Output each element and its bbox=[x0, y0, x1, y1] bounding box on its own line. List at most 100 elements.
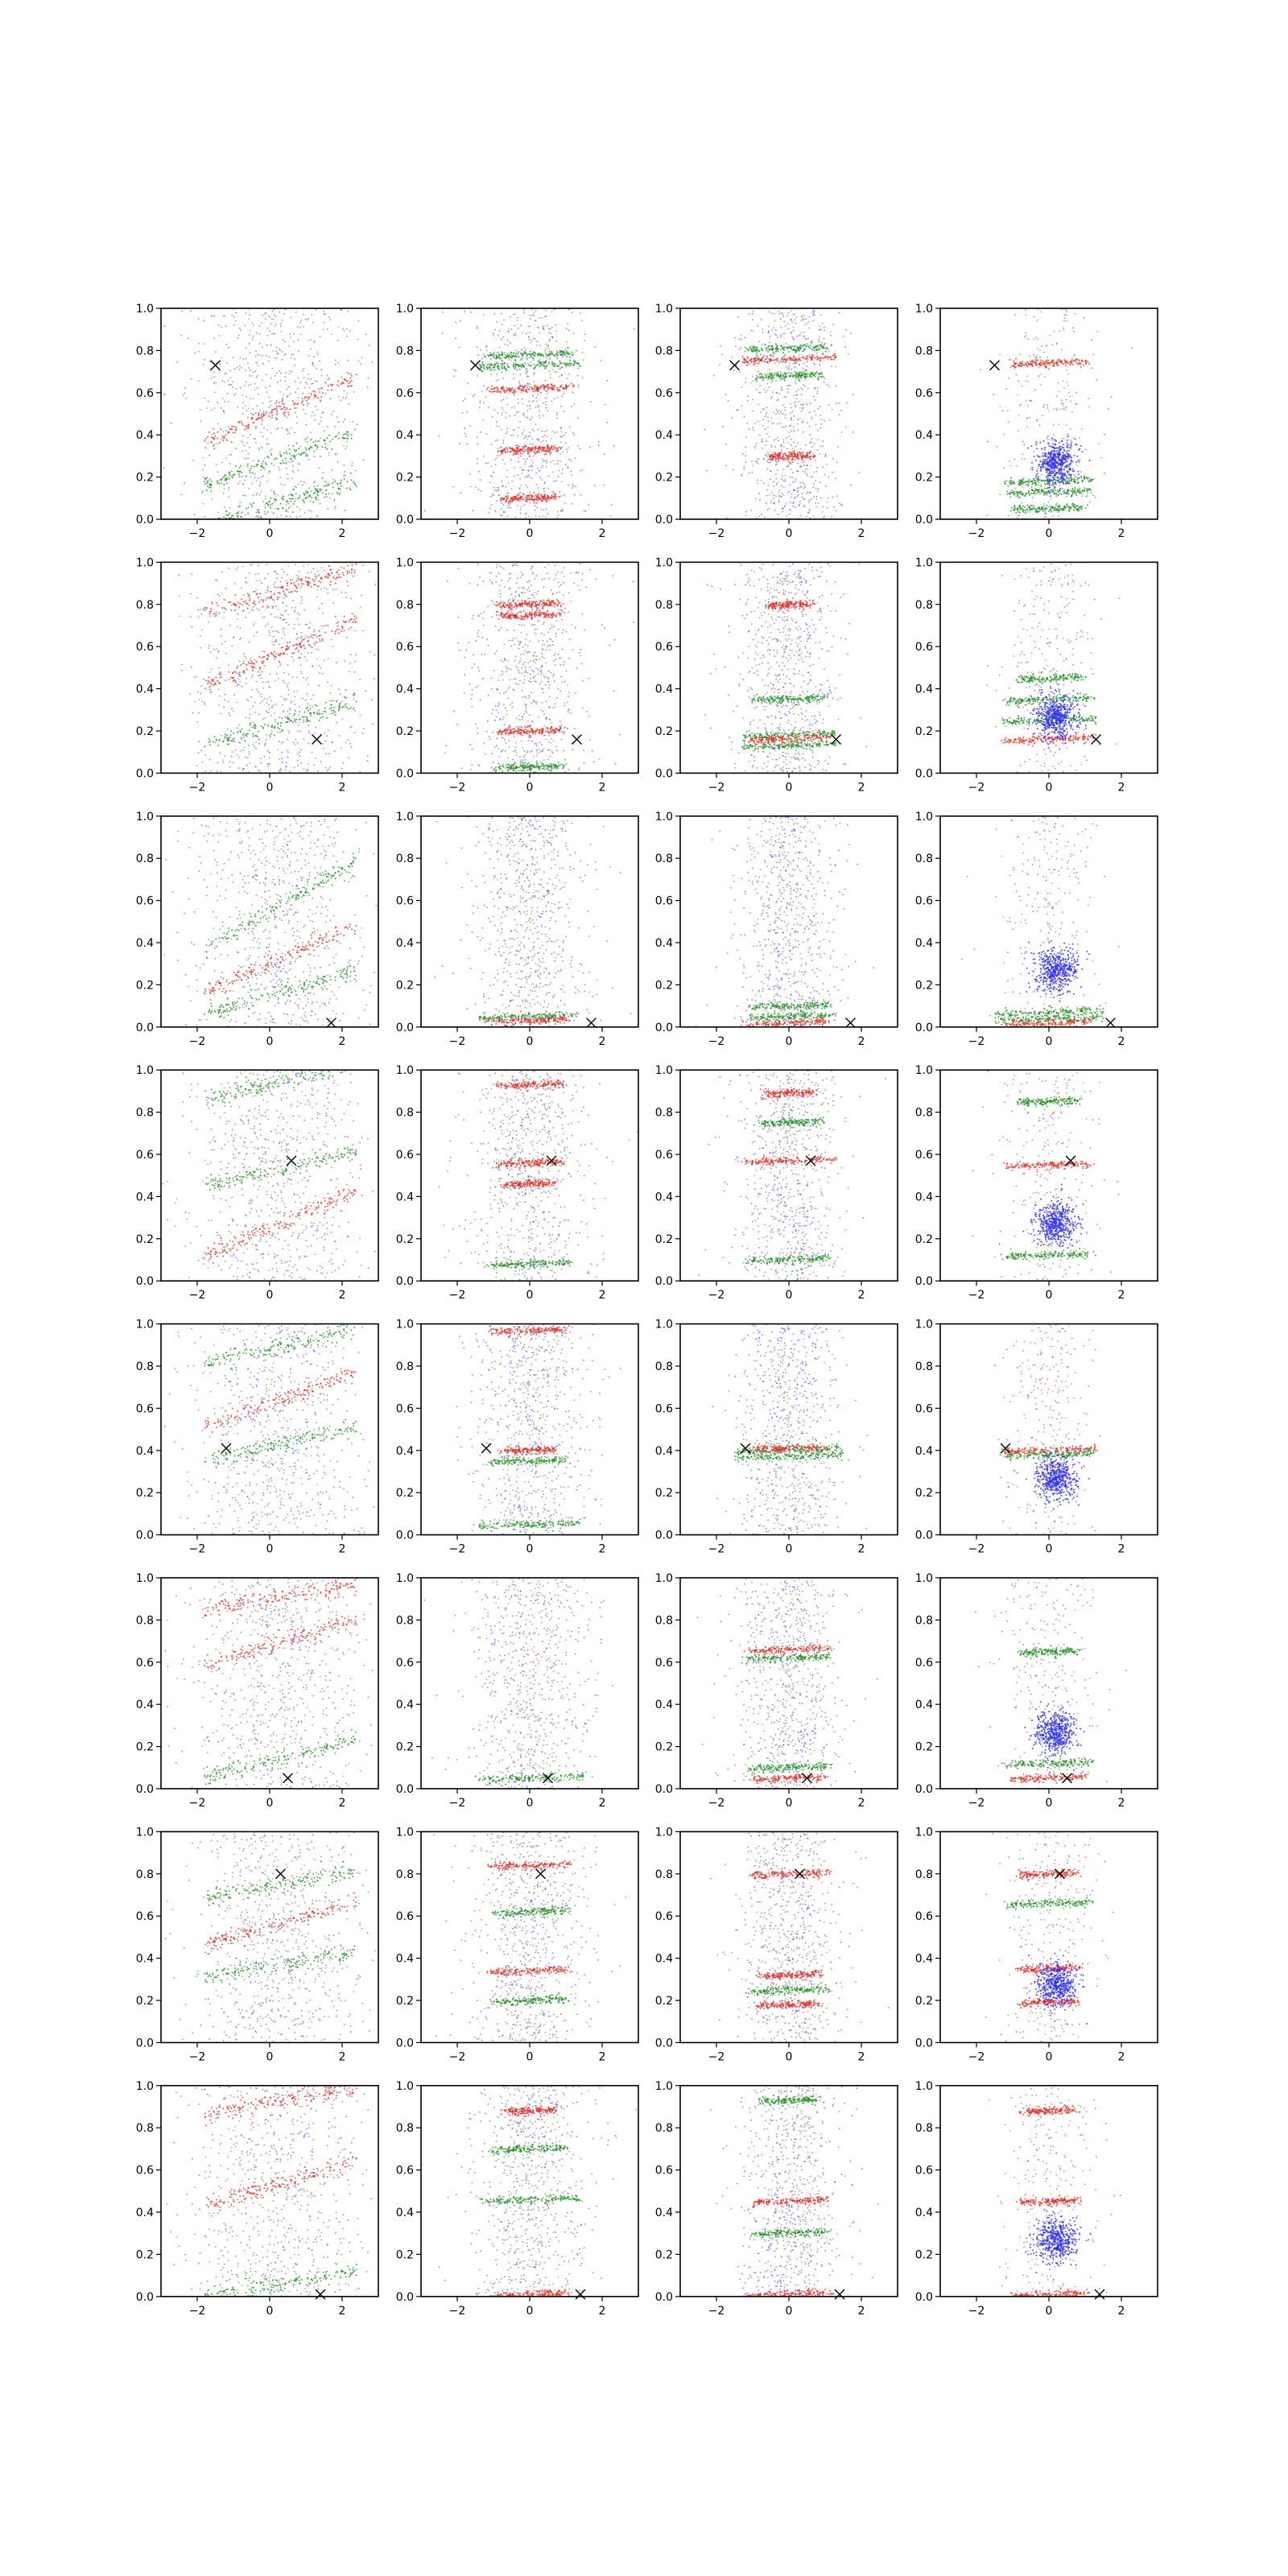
point-blue bbox=[839, 502, 840, 505]
point-blue bbox=[221, 438, 223, 440]
point-green bbox=[283, 462, 285, 464]
point-scatter bbox=[264, 504, 266, 506]
point-green bbox=[547, 355, 549, 357]
point-green bbox=[539, 361, 541, 364]
point-blue bbox=[737, 316, 739, 318]
point-green bbox=[574, 361, 576, 363]
point-green bbox=[537, 354, 539, 357]
point-scatter bbox=[519, 477, 521, 480]
point-blue bbox=[494, 510, 496, 511]
point-blue bbox=[251, 338, 254, 340]
point-scatter bbox=[1042, 415, 1043, 417]
point-red bbox=[256, 417, 258, 419]
point-scatter bbox=[286, 463, 287, 464]
point-blue bbox=[213, 316, 216, 317]
point-blue bbox=[509, 502, 511, 505]
point-blue bbox=[509, 342, 511, 345]
point-green bbox=[282, 496, 284, 497]
point-green bbox=[493, 369, 496, 371]
point-blue bbox=[337, 361, 339, 364]
point-red bbox=[550, 383, 552, 386]
point-green bbox=[216, 523, 217, 525]
point-blue bbox=[539, 515, 541, 518]
point-green bbox=[207, 485, 208, 487]
point-scatter bbox=[766, 456, 768, 458]
point-blue bbox=[562, 356, 564, 358]
point-blue bbox=[500, 508, 502, 510]
point-green bbox=[776, 375, 778, 378]
x-tick-label: 2 bbox=[599, 527, 606, 540]
point-scatter bbox=[797, 470, 799, 472]
point-green bbox=[752, 346, 754, 349]
point-red bbox=[553, 446, 555, 448]
point-blue bbox=[803, 505, 805, 506]
point-blue bbox=[295, 497, 296, 500]
point-scatter bbox=[253, 324, 254, 326]
point-blue bbox=[308, 354, 310, 357]
point-scatter bbox=[1020, 403, 1022, 406]
point-blue bbox=[774, 320, 776, 322]
point-blue bbox=[745, 436, 747, 438]
point-blue bbox=[752, 398, 754, 401]
point-scatter bbox=[564, 495, 566, 497]
point-scatter bbox=[482, 314, 485, 316]
point-green bbox=[556, 353, 559, 355]
point-scatter bbox=[291, 489, 294, 491]
point-blue bbox=[517, 435, 518, 437]
point-green bbox=[1068, 479, 1071, 481]
point-scatter bbox=[771, 352, 773, 354]
point-red bbox=[507, 387, 510, 390]
point-green bbox=[205, 489, 208, 491]
point-scatter bbox=[202, 502, 204, 505]
point-red bbox=[741, 355, 744, 357]
point-blue bbox=[522, 453, 524, 455]
point-red bbox=[548, 447, 551, 448]
point-blue bbox=[306, 404, 308, 407]
point-green bbox=[311, 446, 313, 448]
point-blue bbox=[255, 376, 258, 378]
point-scatter bbox=[767, 484, 770, 486]
x-tick-label: 2 bbox=[339, 527, 346, 540]
point-scatter bbox=[826, 464, 828, 465]
point-red bbox=[283, 407, 285, 409]
point-blue bbox=[237, 334, 240, 336]
point-green bbox=[570, 362, 572, 365]
point-red bbox=[788, 457, 791, 460]
point-blue bbox=[252, 494, 254, 497]
point-red bbox=[514, 452, 517, 455]
point-green bbox=[262, 466, 265, 469]
point-scatter bbox=[795, 335, 798, 337]
point-scatter bbox=[999, 353, 1001, 356]
point-green bbox=[347, 431, 349, 433]
point-blue bbox=[345, 398, 347, 399]
point-blue bbox=[242, 413, 244, 415]
point-blue bbox=[572, 431, 574, 434]
point-blue bbox=[260, 469, 262, 471]
point-blue bbox=[275, 350, 278, 352]
point-scatter bbox=[249, 352, 251, 354]
point-green bbox=[1027, 485, 1030, 487]
point-scatter bbox=[523, 504, 526, 506]
point-blue bbox=[510, 328, 513, 330]
point-blue bbox=[537, 468, 539, 469]
point-red bbox=[231, 428, 233, 431]
point-blue bbox=[829, 419, 831, 421]
point-green bbox=[328, 493, 330, 494]
point-blue bbox=[294, 485, 296, 488]
point-blue bbox=[504, 463, 506, 465]
point-scatter bbox=[539, 345, 541, 347]
point-green bbox=[814, 373, 816, 375]
point-blue bbox=[787, 312, 790, 314]
point-scatter bbox=[529, 491, 530, 493]
point-blue bbox=[275, 323, 278, 325]
point-scatter bbox=[297, 377, 299, 379]
point-blue bbox=[786, 388, 789, 390]
point-green bbox=[293, 455, 295, 457]
point-green bbox=[338, 437, 341, 440]
point-scatter bbox=[270, 489, 272, 491]
point-red bbox=[816, 358, 819, 360]
point-green bbox=[807, 375, 809, 378]
point-blue bbox=[312, 481, 315, 484]
point-scatter bbox=[813, 443, 815, 444]
point-scatter bbox=[1024, 458, 1026, 460]
